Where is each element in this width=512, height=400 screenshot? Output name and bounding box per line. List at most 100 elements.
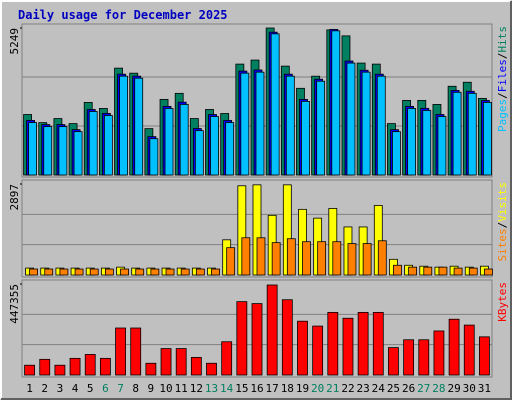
bar: [392, 131, 401, 176]
bar: [149, 138, 159, 176]
bar: [28, 122, 37, 176]
x-tick-label: 14: [220, 382, 234, 395]
bar: [130, 327, 142, 376]
legend-entry: Sites: [496, 228, 509, 261]
x-tick-label: 22: [341, 382, 354, 395]
bar: [54, 364, 66, 376]
bar: [453, 267, 463, 276]
x-tick-label: 12: [190, 382, 203, 395]
bar: [74, 268, 84, 276]
legend: KBytes: [496, 282, 509, 322]
bar: [479, 336, 490, 376]
x-tick-label: 24: [372, 382, 386, 395]
bar: [180, 268, 190, 276]
bar: [362, 243, 372, 276]
bar: [236, 301, 248, 376]
bar: [393, 264, 402, 276]
bar: [302, 241, 311, 276]
x-tick-label: 18: [281, 382, 294, 395]
y-tick-label: 2897: [8, 184, 21, 211]
x-tick-label: 10: [159, 382, 172, 395]
x-tick-label: 13: [205, 382, 218, 395]
x-tick-label: 19: [296, 382, 309, 395]
bar: [88, 111, 98, 176]
y-tick-label: 447355: [8, 284, 21, 324]
bar: [448, 318, 460, 376]
bar: [346, 62, 356, 176]
bar: [331, 30, 341, 176]
legend-entry: Files: [496, 59, 509, 92]
bar: [327, 311, 339, 376]
x-tick-label: 17: [266, 382, 279, 395]
bar: [361, 71, 371, 176]
bar: [59, 268, 69, 276]
bar: [69, 357, 81, 376]
bar: [255, 71, 265, 176]
x-tick-label: 3: [57, 382, 64, 395]
bar: [342, 317, 354, 376]
legend-entry: Hits: [496, 26, 509, 53]
x-tick-label: 15: [235, 382, 248, 395]
bar: [423, 266, 433, 276]
bar: [145, 362, 157, 376]
x-tick-label: 2: [41, 382, 48, 395]
x-tick-label: 8: [132, 382, 139, 395]
bar: [89, 268, 99, 276]
bar: [317, 241, 327, 276]
bar: [467, 92, 477, 176]
bar: [271, 242, 281, 276]
bar: [73, 131, 83, 176]
chart-title: Daily usage for December 2025: [18, 8, 228, 22]
x-tick-label: 30: [463, 382, 476, 395]
x-tick-label: 27: [417, 382, 430, 395]
bar: [115, 327, 126, 376]
bar: [44, 268, 54, 276]
bar: [438, 266, 448, 276]
legend-separator: /: [496, 222, 509, 229]
x-tick-label: 23: [357, 382, 370, 395]
bar: [120, 268, 129, 276]
bar: [43, 126, 53, 176]
bar: [211, 268, 220, 276]
bar: [58, 126, 68, 176]
bar: [194, 130, 204, 176]
x-tick-label: 7: [117, 382, 124, 395]
bar: [160, 348, 172, 376]
bar: [24, 364, 35, 376]
bar: [372, 311, 384, 376]
legend-entry: Pages: [496, 99, 509, 132]
x-tick-label: 28: [432, 382, 445, 395]
bar: [179, 104, 189, 176]
bar: [226, 247, 236, 276]
bar: [241, 237, 251, 276]
bar: [403, 339, 415, 376]
x-tick-label: 29: [447, 382, 460, 395]
bar: [99, 357, 111, 376]
bar: [175, 348, 187, 376]
bar: [270, 33, 280, 176]
x-tick-label: 11: [175, 382, 188, 395]
bar: [437, 116, 447, 176]
bar: [484, 268, 493, 276]
x-tick-label: 25: [387, 382, 400, 395]
bar: [286, 238, 296, 276]
bar: [422, 110, 432, 176]
bar: [251, 303, 263, 376]
bar: [301, 101, 310, 176]
bar: [210, 116, 219, 176]
bar: [29, 268, 38, 276]
legend: Sites/Visits: [496, 182, 509, 262]
x-tick-label: 1: [26, 382, 33, 395]
bar: [84, 354, 96, 376]
bar: [103, 115, 113, 176]
bar: [119, 75, 128, 176]
bar: [165, 268, 175, 276]
bar: [347, 243, 357, 276]
legend-entry: Visits: [496, 182, 509, 222]
bar: [376, 75, 386, 176]
bar: [483, 102, 492, 176]
legend-separator: /: [496, 92, 509, 99]
bar: [266, 284, 278, 376]
